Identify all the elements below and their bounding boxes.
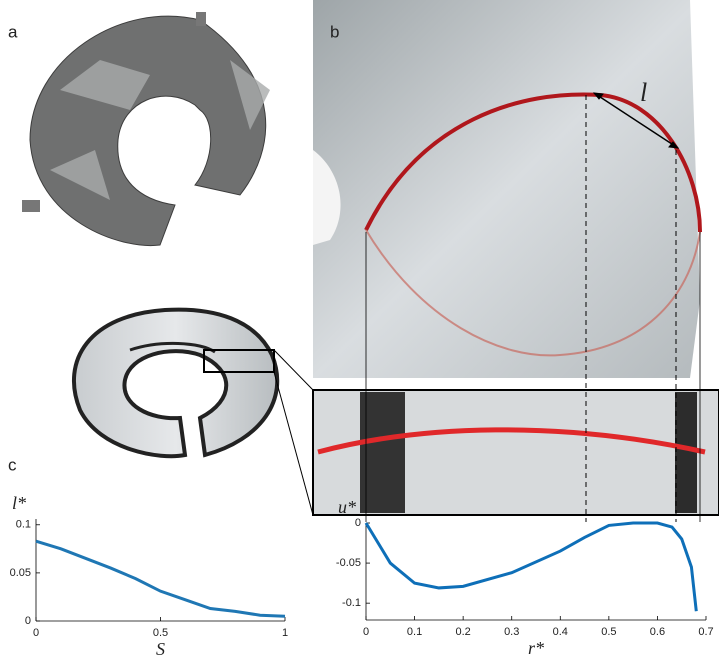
y-tick-label: 0.05	[10, 567, 31, 579]
y-tick-label: -0.05	[336, 557, 361, 569]
x-tick-label: 1	[282, 627, 288, 639]
y-tick-label: 0	[355, 517, 361, 529]
x-tick-label: 0.5	[153, 627, 168, 639]
x-axis-label: r*	[528, 638, 544, 658]
x-tick-label: 0.7	[698, 626, 713, 638]
annotation: l	[640, 78, 647, 107]
figure: l a b c 0 0.5 1 0 0.05 0.1 Sl* 0 0.1 0.2 0.3 0.4 0.5…	[0, 0, 719, 660]
x-tick-label: 0	[33, 627, 39, 639]
x-tick-label: 0.2	[455, 626, 470, 638]
x-tick-label: 0.1	[407, 626, 422, 638]
data-line	[366, 523, 696, 611]
panel-label: b	[330, 22, 339, 41]
panel-label: c	[8, 455, 17, 474]
photo-inflated-ring	[74, 310, 313, 515]
x-tick-label: 0.5	[601, 626, 616, 638]
panel-label: a	[8, 22, 18, 41]
photo-crumpled-ring	[22, 12, 270, 246]
y-axis-label: l*	[12, 493, 26, 513]
x-axis-label: S	[156, 639, 165, 659]
y-tick-label: 0	[25, 615, 31, 627]
x-tick-label: 0.6	[650, 626, 665, 638]
y-axis-label: u*	[338, 497, 356, 517]
photo-closeup	[313, 0, 700, 378]
x-tick-label: 0.3	[504, 626, 519, 638]
y-tick-label: -0.1	[342, 597, 361, 609]
y-tick-label: 0.1	[16, 519, 31, 531]
page: l a b c 0 0.5 1 0 0.05 0.1 Sl* 0 0.1 0.2 0.3 0.4 0.5…	[0, 0, 719, 660]
data-line	[36, 541, 285, 616]
x-tick-label: 0	[363, 626, 369, 638]
x-tick-label: 0.4	[553, 626, 568, 638]
photo-strip	[313, 390, 719, 515]
